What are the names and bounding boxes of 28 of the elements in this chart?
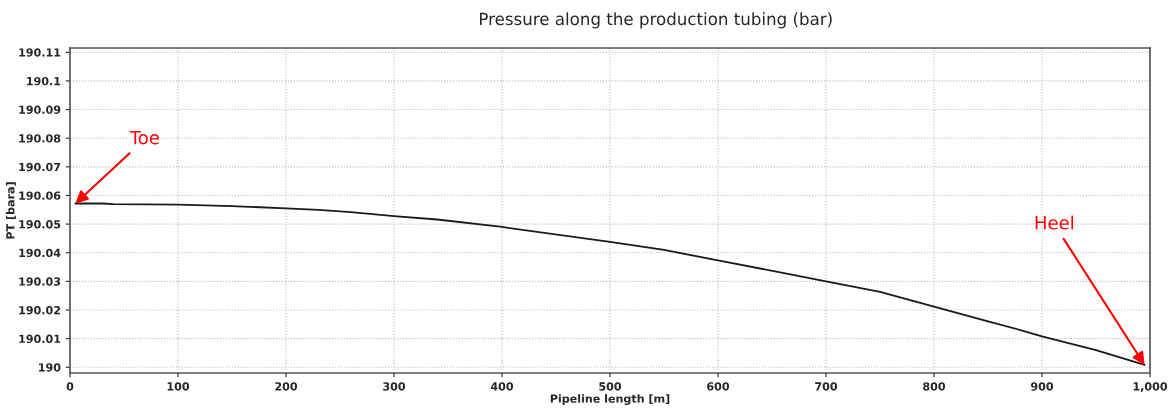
x-tick-label: 400 — [490, 382, 514, 391]
x-tick-label: 200 — [275, 382, 298, 391]
chart-title: Pressure along the production tubing (bar) — [480, 12, 832, 29]
y-tick-label: 190 — [39, 363, 61, 372]
x-tick-label: 900 — [1030, 382, 1054, 391]
x-tick-label: 100 — [167, 382, 190, 391]
annotation: Toe — [129, 131, 159, 145]
x-axis-title: Pipeline length [m] — [550, 394, 670, 406]
annotation: Heel — [1035, 215, 1074, 230]
x-tick-label: 700 — [815, 382, 838, 391]
x-tick-label: 0 — [66, 382, 74, 391]
y-tick-label: 190.07 — [19, 162, 61, 172]
y-tick-label: 190.09 — [19, 105, 61, 114]
y-tick-label: 190.04 — [19, 248, 61, 258]
x-tick-label: 300 — [383, 382, 406, 391]
y-tick-label: 190.06 — [19, 191, 61, 200]
x-tick-label: 1,000 — [1133, 382, 1168, 393]
y-tick-label: 190.1 — [27, 76, 61, 86]
y-tick-label: 190.01 — [19, 334, 61, 344]
y-tick-label: 190.11 — [19, 48, 61, 57]
y-axis-title: PT [bara] — [5, 182, 16, 239]
x-tick-label: 800 — [923, 382, 946, 391]
x-tick-label: 600 — [707, 382, 730, 391]
y-tick-label: 190.03 — [19, 277, 61, 286]
x-tick-label: 500 — [599, 382, 622, 391]
y-tick-label: 190.05 — [19, 220, 61, 229]
y-tick-label: 190.02 — [19, 305, 61, 315]
y-tick-label: 190.08 — [19, 134, 61, 143]
